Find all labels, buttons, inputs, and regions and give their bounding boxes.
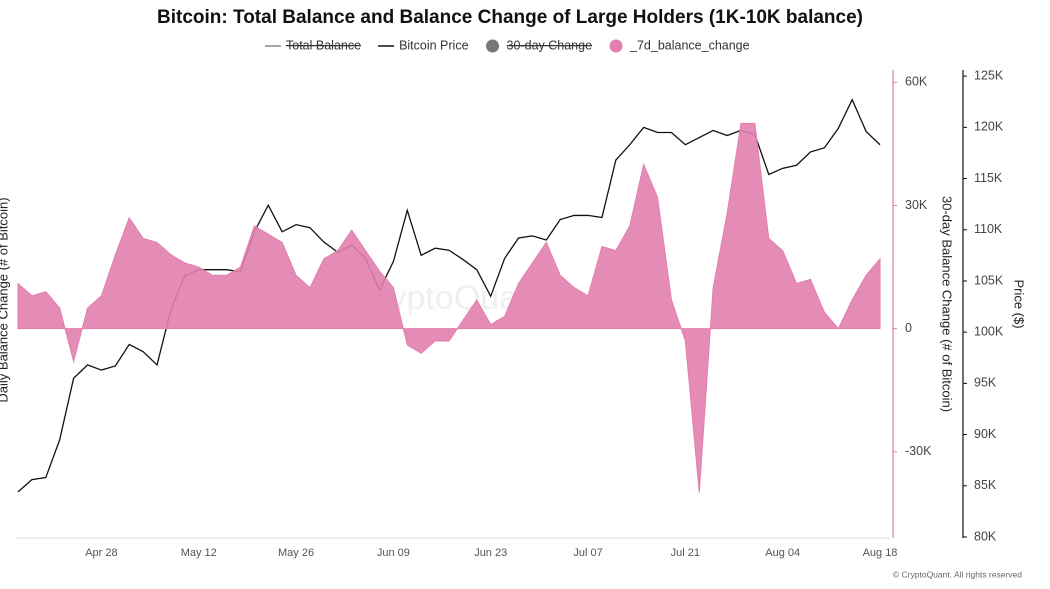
legend-label: 30-day Change	[507, 38, 593, 52]
legend-marker	[609, 39, 623, 53]
legend: Total Balance Bitcoin Price 30-day Change _…	[265, 38, 750, 53]
x-tick-label: Jun 09	[377, 547, 410, 559]
y-tick-label: 0	[905, 321, 912, 335]
legend-item[interactable]: _7d_balance_change	[609, 38, 750, 53]
x-tick-label: Jul 21	[671, 547, 700, 559]
area	[17, 122, 881, 493]
y2-tick-label: 120K	[974, 120, 1004, 134]
x-tick-label: Aug 18	[863, 547, 898, 559]
y2-tick-label: 110K	[974, 222, 1003, 236]
y-tick-label: -30K	[905, 444, 932, 458]
y-tick-label: 30K	[905, 198, 928, 212]
y-tick-label: 60K	[905, 75, 928, 89]
y2-tick-label: 95K	[974, 376, 997, 390]
chart-title: Bitcoin: Total Balance and Balance Chang…	[157, 7, 863, 28]
y2-tick-label: 85K	[974, 478, 997, 492]
y2-tick-label: 105K	[974, 273, 1004, 287]
x-tick-label: Jul 07	[573, 547, 602, 559]
y-axis-label-right: 30-day Balance Change (# of Bitcoin)	[940, 196, 955, 412]
legend-label: Total Balance	[286, 38, 361, 52]
x-tick-label: May 26	[278, 547, 314, 559]
y2-tick-label: 100K	[974, 324, 1004, 338]
x-tick-label: Aug 04	[765, 547, 800, 559]
legend-label: _7d_balance_change	[629, 38, 750, 52]
y2-tick-label: 90K	[974, 427, 997, 441]
legend-marker	[486, 39, 500, 53]
legend-item[interactable]: Total Balance	[265, 38, 361, 52]
y2-tick-label: 80K	[974, 529, 997, 543]
legend-item[interactable]: 30-day Change	[486, 38, 593, 53]
x-tick-label: Jun 23	[474, 547, 507, 559]
line	[17, 98, 881, 493]
legend-item[interactable]: Bitcoin Price	[378, 38, 469, 52]
y2-tick-label: 115K	[974, 171, 1003, 185]
x-tick-label: May 12	[181, 547, 217, 559]
legend-label: Bitcoin Price	[399, 38, 469, 52]
y-axis-label: Daily Balance Change (# of Bitcoin)	[0, 197, 10, 402]
y2-axis-label: Price ($)	[1012, 279, 1027, 328]
y2-tick-label: 125K	[974, 68, 1004, 82]
footer: © CryptoQuant. All rights reserved	[893, 569, 1022, 579]
x-tick-label: Apr 28	[85, 547, 117, 559]
